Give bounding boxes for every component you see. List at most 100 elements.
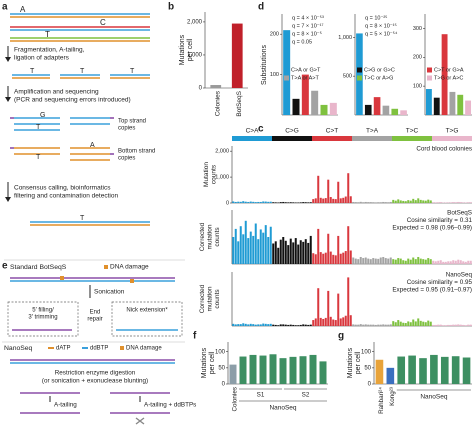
annotation: q = 4 × 10⁻⁵³ <box>292 14 324 21</box>
bar <box>317 228 320 264</box>
bar <box>412 257 415 264</box>
bar <box>239 356 247 384</box>
bar <box>387 324 390 326</box>
bar <box>469 260 472 264</box>
bar <box>441 34 448 116</box>
bar <box>274 324 277 326</box>
bar <box>424 259 427 264</box>
bar <box>334 320 337 326</box>
bar <box>432 324 435 326</box>
y-tick-label: 200 <box>270 32 279 38</box>
bar <box>372 324 375 326</box>
y-tick-label: 0 <box>368 382 372 388</box>
class-label: C>A <box>246 128 259 135</box>
bar <box>357 324 360 326</box>
bar <box>462 202 465 203</box>
x-tick-label: BotSeqS <box>236 90 243 116</box>
bar <box>242 323 245 326</box>
base-letter: T <box>36 124 41 131</box>
bar <box>254 324 257 326</box>
bar <box>367 324 370 326</box>
bar <box>439 260 442 264</box>
bar <box>409 322 412 326</box>
bar <box>264 201 267 203</box>
annotation: q = 0.05 <box>292 39 312 45</box>
bar <box>357 259 360 264</box>
protocol-text: Restriction enzyme digestion <box>55 370 136 377</box>
base-letter: T <box>80 68 85 75</box>
bar <box>269 226 272 264</box>
class-label: T>A <box>366 128 379 135</box>
bar <box>374 202 377 203</box>
bar <box>451 356 460 384</box>
bar <box>272 202 275 203</box>
class-label: C>G <box>285 128 299 135</box>
bar <box>283 30 291 115</box>
bar <box>317 175 320 203</box>
bar <box>417 318 420 326</box>
bar <box>289 238 292 264</box>
bar <box>349 250 352 264</box>
bar <box>375 359 384 384</box>
base-letter: T <box>130 68 135 75</box>
bar <box>329 251 332 264</box>
bar <box>414 321 417 326</box>
copy-label: Bottom strand <box>118 149 155 155</box>
protocol-text: dATP <box>56 346 71 352</box>
protocol-text: DNA damage <box>110 264 149 271</box>
bar <box>319 317 322 326</box>
bar <box>372 258 375 264</box>
annotation: q = 8 × 10⁻¹⁵ <box>365 22 397 29</box>
bar <box>447 261 450 264</box>
y-tick-label: 100 <box>413 84 422 90</box>
bar <box>252 235 255 264</box>
bar <box>462 357 471 384</box>
bar <box>357 202 360 203</box>
bar <box>239 226 242 264</box>
bar <box>319 197 322 203</box>
legend-swatch <box>427 75 432 81</box>
protocol-text: Sonication <box>94 289 125 296</box>
bar <box>419 320 422 326</box>
bar <box>287 245 290 264</box>
bar <box>309 354 317 384</box>
bar <box>297 325 300 326</box>
panel-label: a <box>2 2 8 13</box>
legend-label: T>C or A>G <box>364 75 393 81</box>
x-tick-label: Colonies <box>214 90 221 116</box>
bar <box>369 324 372 326</box>
y-tick-label: 1,000 <box>338 35 352 41</box>
bar <box>294 202 297 203</box>
bar <box>425 89 432 115</box>
bar <box>259 324 262 326</box>
bar <box>467 202 470 203</box>
panel-label: f <box>193 331 197 342</box>
bar <box>434 261 437 264</box>
bar <box>324 317 327 326</box>
class-label: T>C <box>406 128 419 135</box>
bar <box>237 324 240 326</box>
protocol-text: DNA damage <box>126 346 162 352</box>
y-axis-label: Mutations <box>347 347 354 378</box>
bar <box>337 293 340 326</box>
legend-swatch <box>284 67 289 73</box>
y-tick-label: 50 <box>218 365 225 371</box>
bar <box>454 202 457 203</box>
bar <box>244 323 247 326</box>
bar <box>279 358 287 384</box>
y-axis-label: per cell <box>209 351 216 374</box>
bar <box>320 104 328 115</box>
bar <box>457 94 464 115</box>
bar <box>427 320 430 326</box>
bar <box>389 201 392 203</box>
bar <box>439 324 442 326</box>
bar <box>386 367 395 384</box>
bar <box>409 200 412 203</box>
y-tick-label: 300 <box>413 26 422 32</box>
bar <box>244 220 247 264</box>
bar <box>314 254 317 264</box>
bar <box>419 258 422 264</box>
bar <box>264 225 267 264</box>
legend-label: C>A or G>T <box>291 67 321 73</box>
